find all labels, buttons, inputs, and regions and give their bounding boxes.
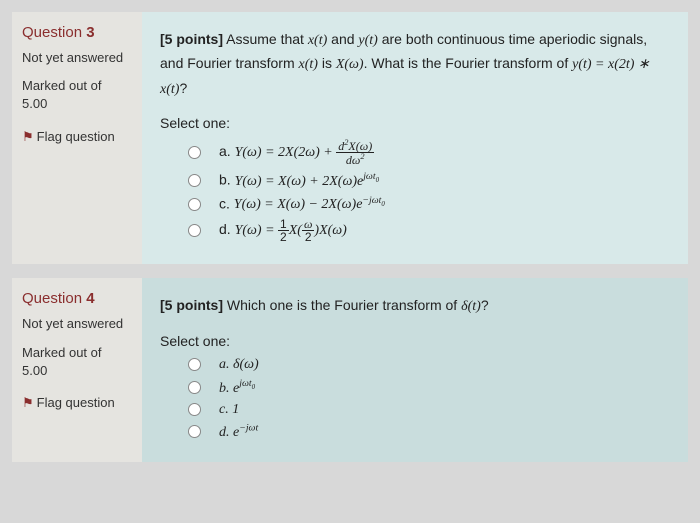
q3-d-math2: X(	[289, 224, 302, 239]
q3-content: [5 points] Assume that x(t) and y(t) are…	[142, 12, 688, 264]
q4-delta: δ(t)	[461, 299, 481, 314]
q3-marks-value: 5.00	[22, 96, 47, 111]
q3-p5: . What is the Fourier transform of	[364, 55, 573, 71]
q4-flag-link[interactable]: ⚑Flag question	[22, 394, 132, 412]
q3-d-frac2: ω2	[302, 218, 314, 243]
q4-opt-c-text: c. 1	[219, 402, 239, 418]
q3-option-b[interactable]: b. Y(ω) = X(ω) + 2X(ω)ejωt0	[188, 171, 670, 190]
q4-option-b[interactable]: b. ejωt0	[188, 378, 670, 397]
question-4-title: Question 4	[22, 290, 132, 307]
radio-icon[interactable]	[188, 358, 201, 371]
q4-option-a[interactable]: a. δ(ω)	[188, 357, 670, 373]
q4-option-d[interactable]: d. e−jωt	[188, 423, 670, 442]
q3-a-pre: a.	[219, 143, 235, 159]
flag-icon: ⚑	[22, 128, 34, 146]
radio-icon[interactable]	[188, 425, 201, 438]
q3-d-frac1: 12	[278, 218, 289, 243]
q3-opt-a-text: a. Y(ω) = 2X(2ω) + d2X(ω)dω2	[219, 139, 374, 166]
radio-icon[interactable]	[188, 198, 201, 211]
flag-icon: ⚑	[22, 394, 34, 412]
q3-d-pre: d.	[219, 222, 235, 238]
q4-qm: ?	[481, 297, 489, 313]
q3-points: [5 points]	[160, 31, 223, 47]
q3-marks: Marked out of 5.00	[22, 77, 132, 113]
q3-d-math3: )X(ω)	[314, 224, 346, 239]
q4-status: Not yet answered	[22, 315, 132, 333]
q3-flag-link[interactable]: ⚑Flag question	[22, 128, 132, 146]
q4-marks-label: Marked out of	[22, 345, 102, 360]
q4-points: [5 points]	[160, 297, 223, 313]
q4-opt-a-text: a. δ(ω)	[219, 357, 259, 373]
radio-icon[interactable]	[188, 381, 201, 394]
question-3-block: Question 3 Not yet answered Marked out o…	[12, 12, 688, 264]
radio-icon[interactable]	[188, 403, 201, 416]
question-4-block: Question 4 Not yet answered Marked out o…	[12, 278, 688, 462]
question-4-sidebar: Question 4 Not yet answered Marked out o…	[12, 278, 142, 462]
q3-c-math: Y(ω) = X(ω) − 2X(ω)e−jωt0	[234, 197, 385, 212]
q3-marks-label: Marked out of	[22, 78, 102, 93]
q4-options: a. δ(ω) b. ejωt0 c. 1 d. e−jωt	[188, 357, 670, 441]
q3-prompt: [5 points] Assume that x(t) and y(t) are…	[160, 28, 670, 101]
q3-p4: is	[318, 55, 336, 71]
q4-select-label: Select one:	[160, 333, 670, 349]
q4-opt-b-text: b. ejωt0	[219, 378, 255, 397]
q4-flag-text: Flag question	[37, 395, 115, 410]
q3-yt1: y(t)	[358, 33, 377, 48]
q3-title-prefix: Question	[22, 24, 86, 41]
q4-option-c[interactable]: c. 1	[188, 402, 670, 418]
q4-p1: Which one is the Fourier transform of	[223, 297, 461, 313]
q3-a-math: Y(ω) = 2X(2ω) +	[235, 145, 337, 160]
q3-opt-d-text: d. Y(ω) = 12X(ω2)X(ω)	[219, 218, 347, 243]
q3-option-c[interactable]: c. Y(ω) = X(ω) − 2X(ω)e−jωt0	[188, 195, 670, 214]
radio-icon[interactable]	[188, 224, 201, 237]
q3-options: a. Y(ω) = 2X(2ω) + d2X(ω)dω2 b. Y(ω) = X…	[188, 139, 670, 243]
q3-opt-b-text: b. Y(ω) = X(ω) + 2X(ω)ejωt0	[219, 171, 379, 190]
question-3-title: Question 3	[22, 24, 132, 41]
q3-number: 3	[86, 24, 94, 41]
q3-option-d[interactable]: d. Y(ω) = 12X(ω2)X(ω)	[188, 218, 670, 243]
q4-marks-value: 5.00	[22, 363, 47, 378]
q3-xt2: x(t)	[299, 57, 318, 72]
q3-a-frac: d2X(ω)dω2	[336, 139, 374, 166]
q4-marks: Marked out of 5.00	[22, 344, 132, 380]
q4-number: 4	[86, 290, 94, 307]
q3-status: Not yet answered	[22, 49, 132, 67]
q4-prompt: [5 points] Which one is the Fourier tran…	[160, 294, 670, 318]
q3-p6: ?	[179, 80, 187, 96]
q3-c-pre: c.	[219, 195, 234, 211]
q3-d-math: Y(ω) =	[235, 224, 278, 239]
q3-option-a[interactable]: a. Y(ω) = 2X(2ω) + d2X(ω)dω2	[188, 139, 670, 166]
q4-content: [5 points] Which one is the Fourier tran…	[142, 278, 688, 462]
radio-icon[interactable]	[188, 174, 201, 187]
q4-opt-d-text: d. e−jωt	[219, 423, 258, 442]
q3-flag-text: Flag question	[37, 129, 115, 144]
q3-b-pre: b.	[219, 172, 235, 188]
q3-opt-c-text: c. Y(ω) = X(ω) − 2X(ω)e−jωt0	[219, 195, 385, 214]
q4-title-prefix: Question	[22, 290, 86, 307]
q3-b-math: Y(ω) = X(ω) + 2X(ω)ejωt0	[235, 174, 379, 189]
q3-p2: and	[327, 31, 358, 47]
q3-xt1: x(t)	[308, 33, 327, 48]
q3-select-label: Select one:	[160, 115, 670, 131]
q3-Xw: X(ω)	[336, 57, 364, 72]
q3-p1: Assume that	[223, 31, 308, 47]
question-3-sidebar: Question 3 Not yet answered Marked out o…	[12, 12, 142, 264]
radio-icon[interactable]	[188, 146, 201, 159]
